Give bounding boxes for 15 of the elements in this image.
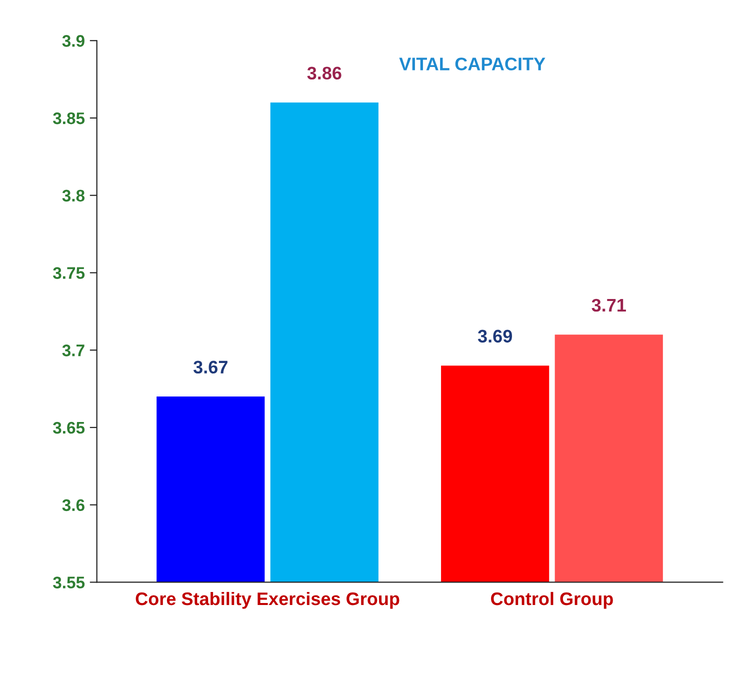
y-tick-label: 3.6 xyxy=(62,499,84,512)
x-tick-label: Control Group xyxy=(491,592,613,609)
data-label: 3.71 xyxy=(592,298,626,312)
text: VITAL CAPACITY xyxy=(399,58,546,70)
y-tick-label: 3.7 xyxy=(62,344,84,356)
y-tick-label: 3.75 xyxy=(52,267,85,279)
x-tick-label: Core Stability Exercises Group xyxy=(136,592,400,609)
y-tick-label: 3.9 xyxy=(62,35,84,47)
data-label: 3.67 xyxy=(193,360,228,374)
y-tick-label: 3.55 xyxy=(52,576,85,588)
y-tick-label: 3.8 xyxy=(62,190,85,202)
data-label: 3.69 xyxy=(478,330,512,343)
data-label: 3.86 xyxy=(307,66,342,80)
y-tick-label: 3.65 xyxy=(52,422,85,434)
y-tick-label: 3.85 xyxy=(52,112,85,124)
